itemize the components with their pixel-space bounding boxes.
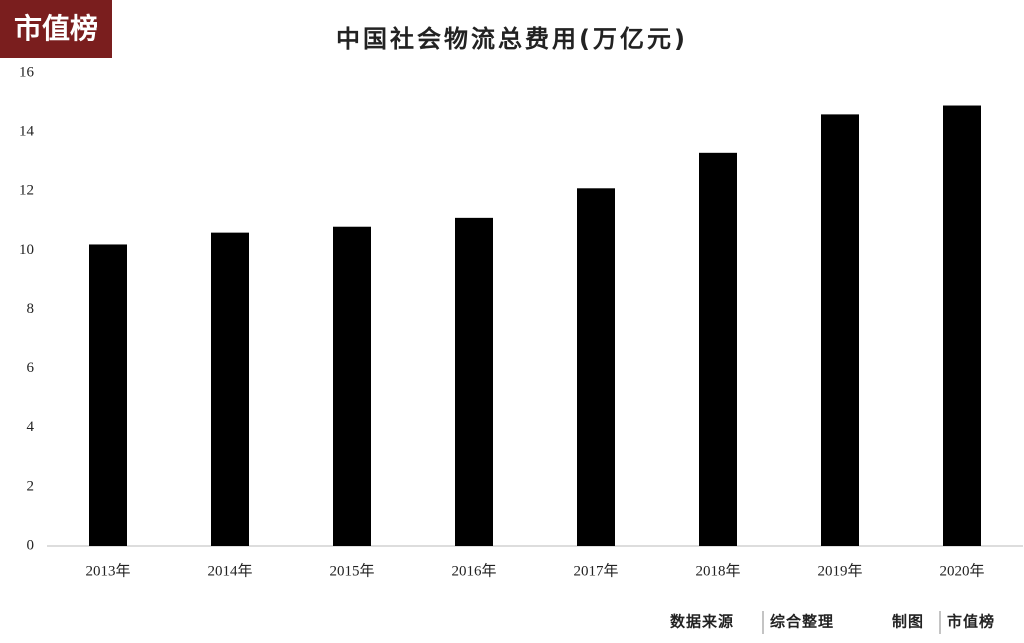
x-tick-label: 2014年 — [207, 562, 252, 579]
bar — [577, 188, 615, 546]
x-tick-label: 2019年 — [817, 562, 862, 579]
x-tick-label: 2020年 — [939, 562, 984, 579]
y-tick-label: 0 — [27, 537, 35, 553]
y-tick-label: 16 — [19, 64, 35, 80]
bar — [333, 226, 371, 546]
y-tick-label: 8 — [27, 301, 35, 317]
logo-box — [0, 0, 112, 58]
x-tick-label: 2013年 — [85, 562, 130, 579]
logo: 市值榜 — [14, 12, 98, 45]
bar — [455, 217, 493, 546]
bar — [89, 244, 127, 546]
y-tick-label: 4 — [27, 419, 35, 435]
y-tick-label: 10 — [19, 242, 34, 258]
x-tick-label: 2016年 — [451, 562, 496, 579]
chart-title: 中国社会物流总费用(万亿元) — [336, 25, 688, 53]
bar — [943, 105, 981, 547]
x-tick-label: 2018年 — [695, 562, 740, 579]
bar — [821, 114, 859, 546]
y-tick-label: 12 — [19, 183, 34, 199]
x-tick-label: 2017年 — [573, 562, 618, 579]
footer-source: 综合整理 — [770, 613, 834, 631]
footer-maker-label: 制图 — [892, 613, 924, 631]
footer-source-label: 数据来源 — [670, 613, 734, 631]
y-tick-label: 2 — [27, 478, 35, 494]
y-tick-label: 6 — [27, 360, 35, 376]
x-tick-label: 2015年 — [329, 562, 374, 579]
bar — [211, 232, 249, 546]
y-tick-label: 14 — [19, 124, 35, 140]
bar — [699, 152, 737, 546]
footer-maker: 市值榜 — [947, 613, 995, 631]
